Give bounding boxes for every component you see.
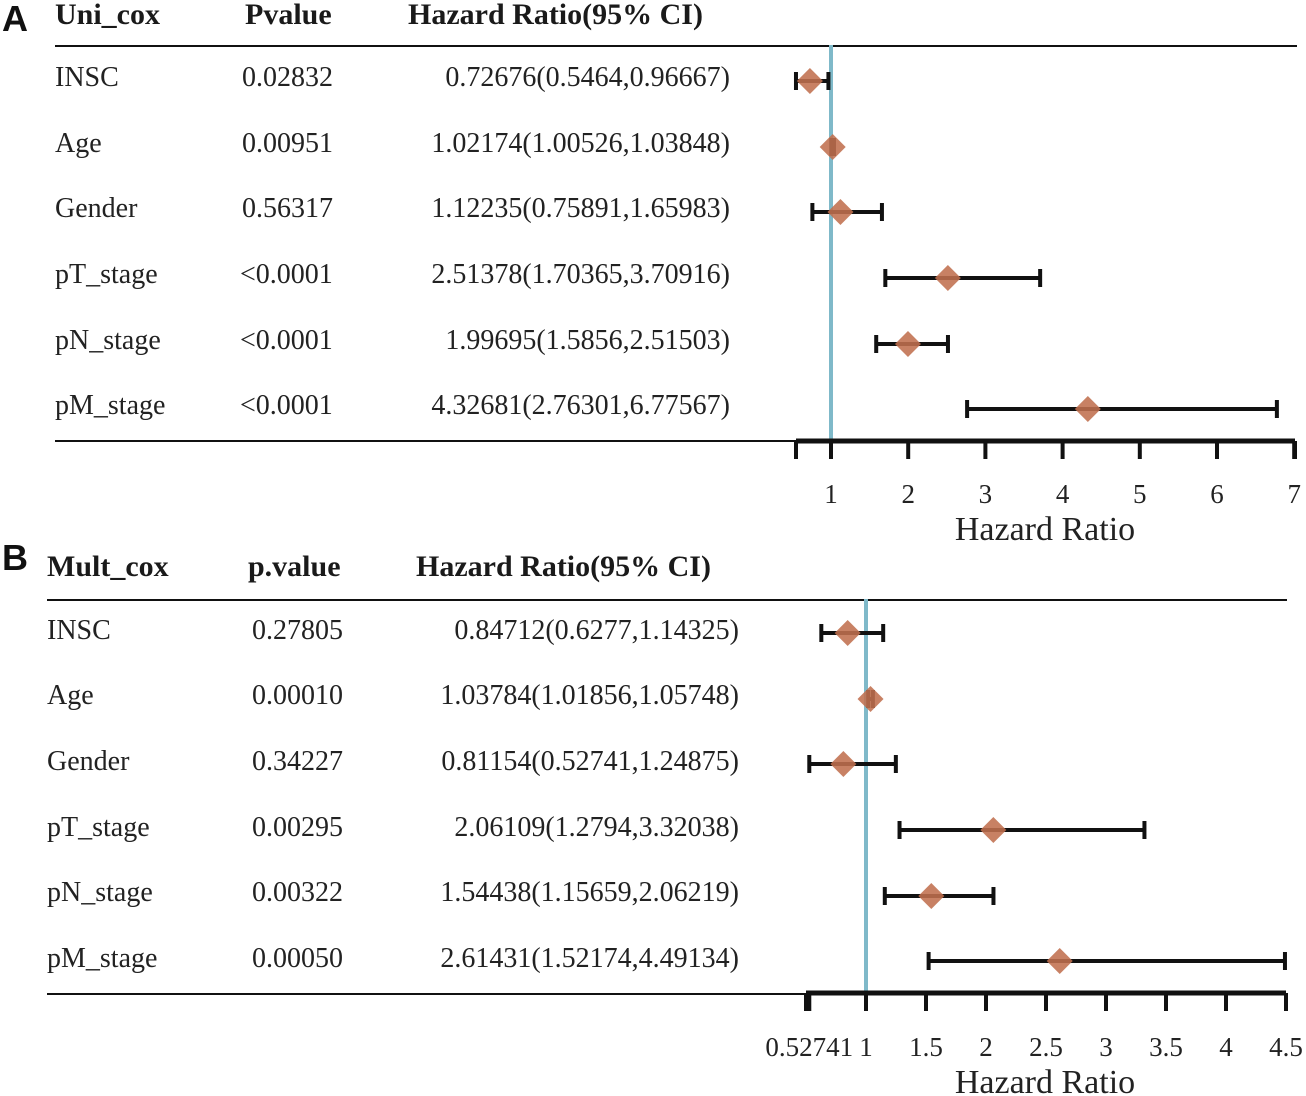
panel-b-x-tick-label: 1.5	[909, 1032, 943, 1062]
panel-b-row-hr: 2.61431(1.52174,4.49134)	[440, 943, 739, 974]
panel-a-point-pT_stage	[934, 265, 961, 291]
panel-b-row-hr: 0.84712(0.6277,1.14325)	[454, 615, 739, 646]
panel-a-header-label: Uni_cox	[55, 0, 160, 31]
panel-a-row-hr: 1.02174(1.00526,1.03848)	[431, 128, 730, 159]
panel-a-row-pvalue: 0.02832	[242, 62, 333, 93]
panel-b-header-label: Mult_cox	[47, 550, 169, 583]
panel-a-point-pM_stage	[1074, 396, 1101, 422]
panel-a-row-hr: 4.32681(2.76301,6.77567)	[431, 390, 730, 421]
panel-b-row-pvalue: 0.00010	[252, 680, 343, 711]
panel-b-x-tick-label: 0.52741	[765, 1032, 853, 1062]
panel-a-header-pvalue: Pvalue	[245, 0, 332, 31]
panel-a-x-tick-label: 3	[979, 479, 993, 509]
panel-a-x-tick-label: 1	[824, 479, 838, 509]
panel-b-row-pvalue: 0.00050	[252, 943, 343, 974]
panel-b-point-Age	[857, 686, 884, 712]
panel-b-point-pM_stage	[1046, 948, 1073, 974]
panel-b-row-pvalue: 0.34227	[252, 746, 343, 777]
panel-b-row-pvalue: 0.27805	[252, 615, 343, 646]
panel-a-row-pvalue: 0.56317	[242, 193, 333, 224]
panel-a-header-hr: Hazard Ratio(95% CI)	[408, 0, 703, 31]
panel-b-row-hr: 0.81154(0.52741,1.24875)	[441, 746, 739, 777]
panel-a-x-tick-label: 5	[1133, 479, 1147, 509]
panel-a-row-label: pN_stage	[55, 325, 161, 356]
panel-a-point-pN_stage	[894, 331, 921, 357]
panel-b-row-label: INSC	[47, 615, 111, 646]
panel-b-x-axis-title: Hazard Ratio	[955, 1064, 1135, 1096]
panel-a-x-tick-label: 2	[901, 479, 915, 509]
panel-a-letter: A	[2, 0, 28, 39]
panel-b-x-tick-label: 1	[859, 1032, 873, 1062]
panel-b-point-INSC	[834, 620, 861, 646]
panel-a-row-pvalue: <0.0001	[240, 259, 333, 290]
panel-b-row-label: pN_stage	[47, 877, 153, 908]
panel-a-x-tick-label: 4	[1056, 479, 1070, 509]
panel-b-row-hr: 1.54438(1.15659,2.06219)	[440, 877, 739, 908]
panel-b-x-tick-label: 3	[1099, 1032, 1113, 1062]
panel-a-row-pvalue: <0.0001	[240, 325, 333, 356]
panel-b-header-hr: Hazard Ratio(95% CI)	[416, 550, 711, 583]
panel-b-x-tick-label: 4	[1219, 1032, 1233, 1062]
panel-a-point-Gender	[827, 199, 854, 225]
panel-b-top-rule	[47, 599, 1287, 601]
panel-a-row-label: pM_stage	[55, 390, 166, 421]
panel-a-row-hr: 1.99695(1.5856,2.51503)	[445, 325, 730, 356]
panel-b-row-hr: 2.06109(1.2794,3.32038)	[454, 812, 739, 843]
panel-a-row-label: Gender	[55, 193, 138, 224]
panel-b-point-pN_stage	[918, 883, 945, 909]
panel-b-x-tick-label: 2.5	[1029, 1032, 1063, 1062]
panel-a-row-pvalue: <0.0001	[240, 390, 333, 421]
panel-b-row-pvalue: 0.00295	[252, 812, 343, 843]
panel-a-row-label: pT_stage	[55, 259, 158, 290]
panel-a-row-pvalue: 0.00951	[242, 128, 333, 159]
panel-b-x-tick-label: 4.5	[1269, 1032, 1303, 1062]
panel-b-bottom-rule	[47, 993, 807, 995]
panel-b-point-pT_stage	[980, 817, 1007, 843]
panel-b-row-label: Age	[47, 680, 94, 711]
panel-a-top-rule	[55, 45, 1297, 47]
panel-a-row-label: Age	[55, 128, 102, 159]
panel-b-header-pvalue: p.value	[248, 550, 341, 583]
panel-b-row-label: Gender	[47, 746, 130, 777]
panel-a-bottom-rule	[55, 440, 831, 442]
panel-a-row-hr: 0.72676(0.5464,0.96667)	[445, 62, 730, 93]
panel-b-point-Gender	[830, 751, 857, 777]
panel-b-row-hr: 1.03784(1.01856,1.05748)	[440, 680, 739, 711]
panel-a-x-axis-title: Hazard Ratio	[955, 511, 1135, 548]
panel-b-row-label: pM_stage	[47, 943, 158, 974]
panel-a-x-tick-label: 7	[1287, 479, 1301, 509]
panel-b-letter: B	[2, 537, 28, 578]
panel-b-row-label: pT_stage	[47, 812, 150, 843]
panel-a-row-hr: 1.12235(0.75891,1.65983)	[431, 193, 730, 224]
panel-a-row-label: INSC	[55, 62, 119, 93]
panel-b-x-tick-label: 3.5	[1149, 1032, 1183, 1062]
panel-a-point-INSC	[796, 68, 823, 94]
panel-b-row-pvalue: 0.00322	[252, 877, 343, 908]
panel-a-x-tick-label: 6	[1210, 479, 1224, 509]
panel-a-point-Age	[819, 134, 846, 160]
panel-a-row-hr: 2.51378(1.70365,3.70916)	[431, 259, 730, 290]
panel-b-x-tick-label: 2	[979, 1032, 993, 1062]
